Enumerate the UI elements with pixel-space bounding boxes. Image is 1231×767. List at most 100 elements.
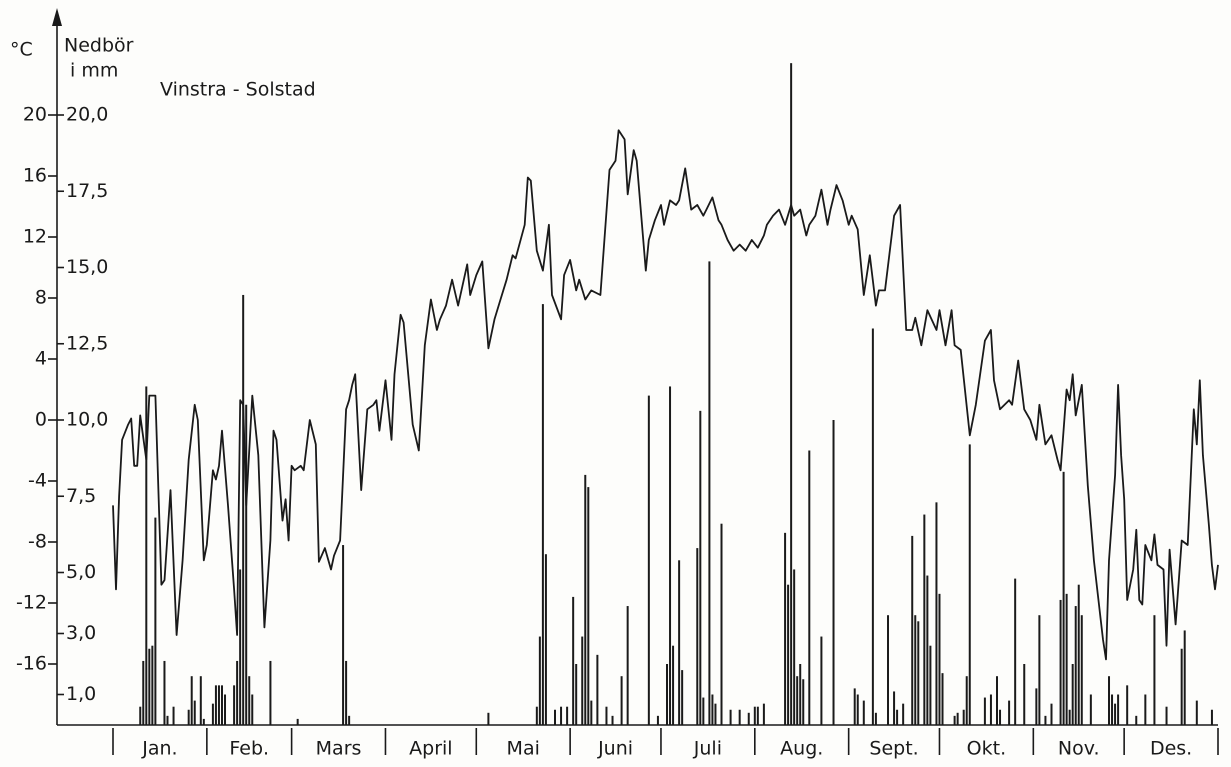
- precipitation-bar: [211, 703, 214, 725]
- precipitation-bar: [620, 676, 623, 725]
- precipitation-bar: [856, 694, 859, 725]
- precipitation-bar: [224, 694, 227, 725]
- precipitation-bar: [535, 706, 538, 725]
- precipitation-bar: [738, 709, 741, 725]
- precipitation-bar: [202, 718, 205, 725]
- precipitation-bar: [214, 685, 217, 725]
- precipitation-bar: [572, 596, 575, 725]
- precipitation-bar: [345, 660, 348, 725]
- precipitation-bar: [151, 645, 154, 725]
- precipitation-bar: [1080, 615, 1083, 725]
- precipitation-bar: [487, 712, 490, 725]
- precipitation-bar: [566, 706, 569, 725]
- y-tick-label: 12: [23, 226, 47, 248]
- precipitation-bar: [656, 715, 659, 725]
- y-tick-label: 8: [35, 287, 47, 309]
- y-tick-label: 4: [35, 348, 47, 370]
- precipitation-bar: [762, 703, 765, 725]
- precipitation-bar: [983, 697, 986, 725]
- precipitation-bar: [790, 63, 793, 725]
- precipitation-bar: [647, 395, 650, 725]
- precipitation-bar: [902, 703, 905, 725]
- precipitation-bar: [581, 636, 584, 725]
- precipitation-bar: [911, 535, 914, 725]
- precipitation-bar: [747, 712, 750, 725]
- precipitation-bar: [1114, 703, 1117, 725]
- precipitation-bar: [956, 712, 959, 725]
- month-label: Mai: [507, 738, 540, 760]
- precipitation-bar: [1008, 700, 1011, 725]
- y-tick-label: 16: [23, 165, 47, 187]
- precipitation-bar: [702, 697, 705, 725]
- precipitation-bar: [1044, 715, 1047, 725]
- precipitation-bar: [938, 593, 941, 725]
- precipitation-bar: [699, 410, 702, 725]
- precipitation-bar: [1180, 648, 1183, 725]
- precipitation-bar: [584, 474, 587, 725]
- precipitation-bar: [753, 706, 756, 725]
- precipitation-bar: [538, 636, 541, 725]
- precipitation-bar: [587, 487, 590, 725]
- precipitation-bar: [1068, 709, 1071, 725]
- precipitation-bar: [1065, 593, 1068, 725]
- precipitation-bar: [251, 694, 254, 725]
- precipitation-bar: [544, 554, 547, 725]
- precipitation-bar: [965, 676, 968, 725]
- precipitation-bar: [756, 706, 759, 725]
- precipitation-bar: [787, 584, 790, 725]
- precipitation-bar: [996, 676, 998, 725]
- precipitation-bar: [784, 532, 787, 725]
- precipitation-bar: [1144, 694, 1147, 725]
- precipitation-bar: [696, 548, 699, 725]
- precipitation-bar: [1038, 615, 1041, 725]
- precipitation-bar: [953, 715, 956, 725]
- precipitation-bar: [1117, 694, 1120, 725]
- precipitation-bar: [626, 606, 629, 725]
- precipitation-bar: [1074, 606, 1077, 725]
- precipitation-bar: [248, 676, 251, 725]
- precipitation-bar: [236, 660, 239, 725]
- precipitation-bar: [820, 636, 823, 725]
- month-label: Aug.: [780, 738, 823, 760]
- precipitation-bar: [269, 660, 272, 725]
- precipitation-bar: [917, 621, 920, 725]
- precipitation-bar: [1050, 703, 1053, 725]
- y-tick-label: -8: [28, 531, 47, 553]
- precipitation-bar: [1183, 630, 1186, 725]
- precipitation-bar: [187, 709, 190, 725]
- precipitation-bar: [793, 569, 796, 725]
- precipitation-bar: [1135, 715, 1138, 725]
- precipitation-bar: [596, 654, 599, 725]
- y2-tick-label: 1,0: [66, 683, 96, 705]
- precipitation-bar: [853, 688, 856, 725]
- precipitation-bar: [929, 645, 932, 725]
- precipitation-bar: [1108, 676, 1111, 725]
- month-label: Juni: [597, 738, 633, 760]
- precipitation-bar: [941, 673, 944, 725]
- precipitation-bar: [1089, 694, 1092, 725]
- y-tick-label: -4: [28, 470, 47, 492]
- precipitation-bar: [923, 514, 926, 725]
- month-label: Jan.: [141, 738, 177, 760]
- precipitation-bar: [711, 694, 714, 725]
- month-label: April: [409, 738, 452, 760]
- precipitation-bar: [914, 615, 917, 725]
- precipitation-bar: [999, 709, 1002, 725]
- y2-tick-label: 20,0: [66, 104, 108, 126]
- precipitation-bar: [199, 676, 202, 725]
- precipitation-bar: [1153, 615, 1156, 725]
- precipitation-bar: [935, 502, 938, 725]
- precipitation-bar: [708, 261, 711, 725]
- y2-tick-label: 15,0: [66, 256, 108, 278]
- precipitation-bar: [871, 328, 874, 725]
- month-label: Sept.: [869, 738, 918, 760]
- precipitation-bar: [896, 709, 899, 725]
- precipitation-bar: [342, 545, 345, 725]
- precipitation-bar: [796, 676, 799, 725]
- precipitation-bar: [799, 664, 802, 725]
- precipitation-bar: [242, 294, 245, 725]
- precipitation-bar: [554, 709, 556, 725]
- y2-tick-label: 17,5: [66, 180, 108, 202]
- precipitation-bar: [193, 700, 196, 725]
